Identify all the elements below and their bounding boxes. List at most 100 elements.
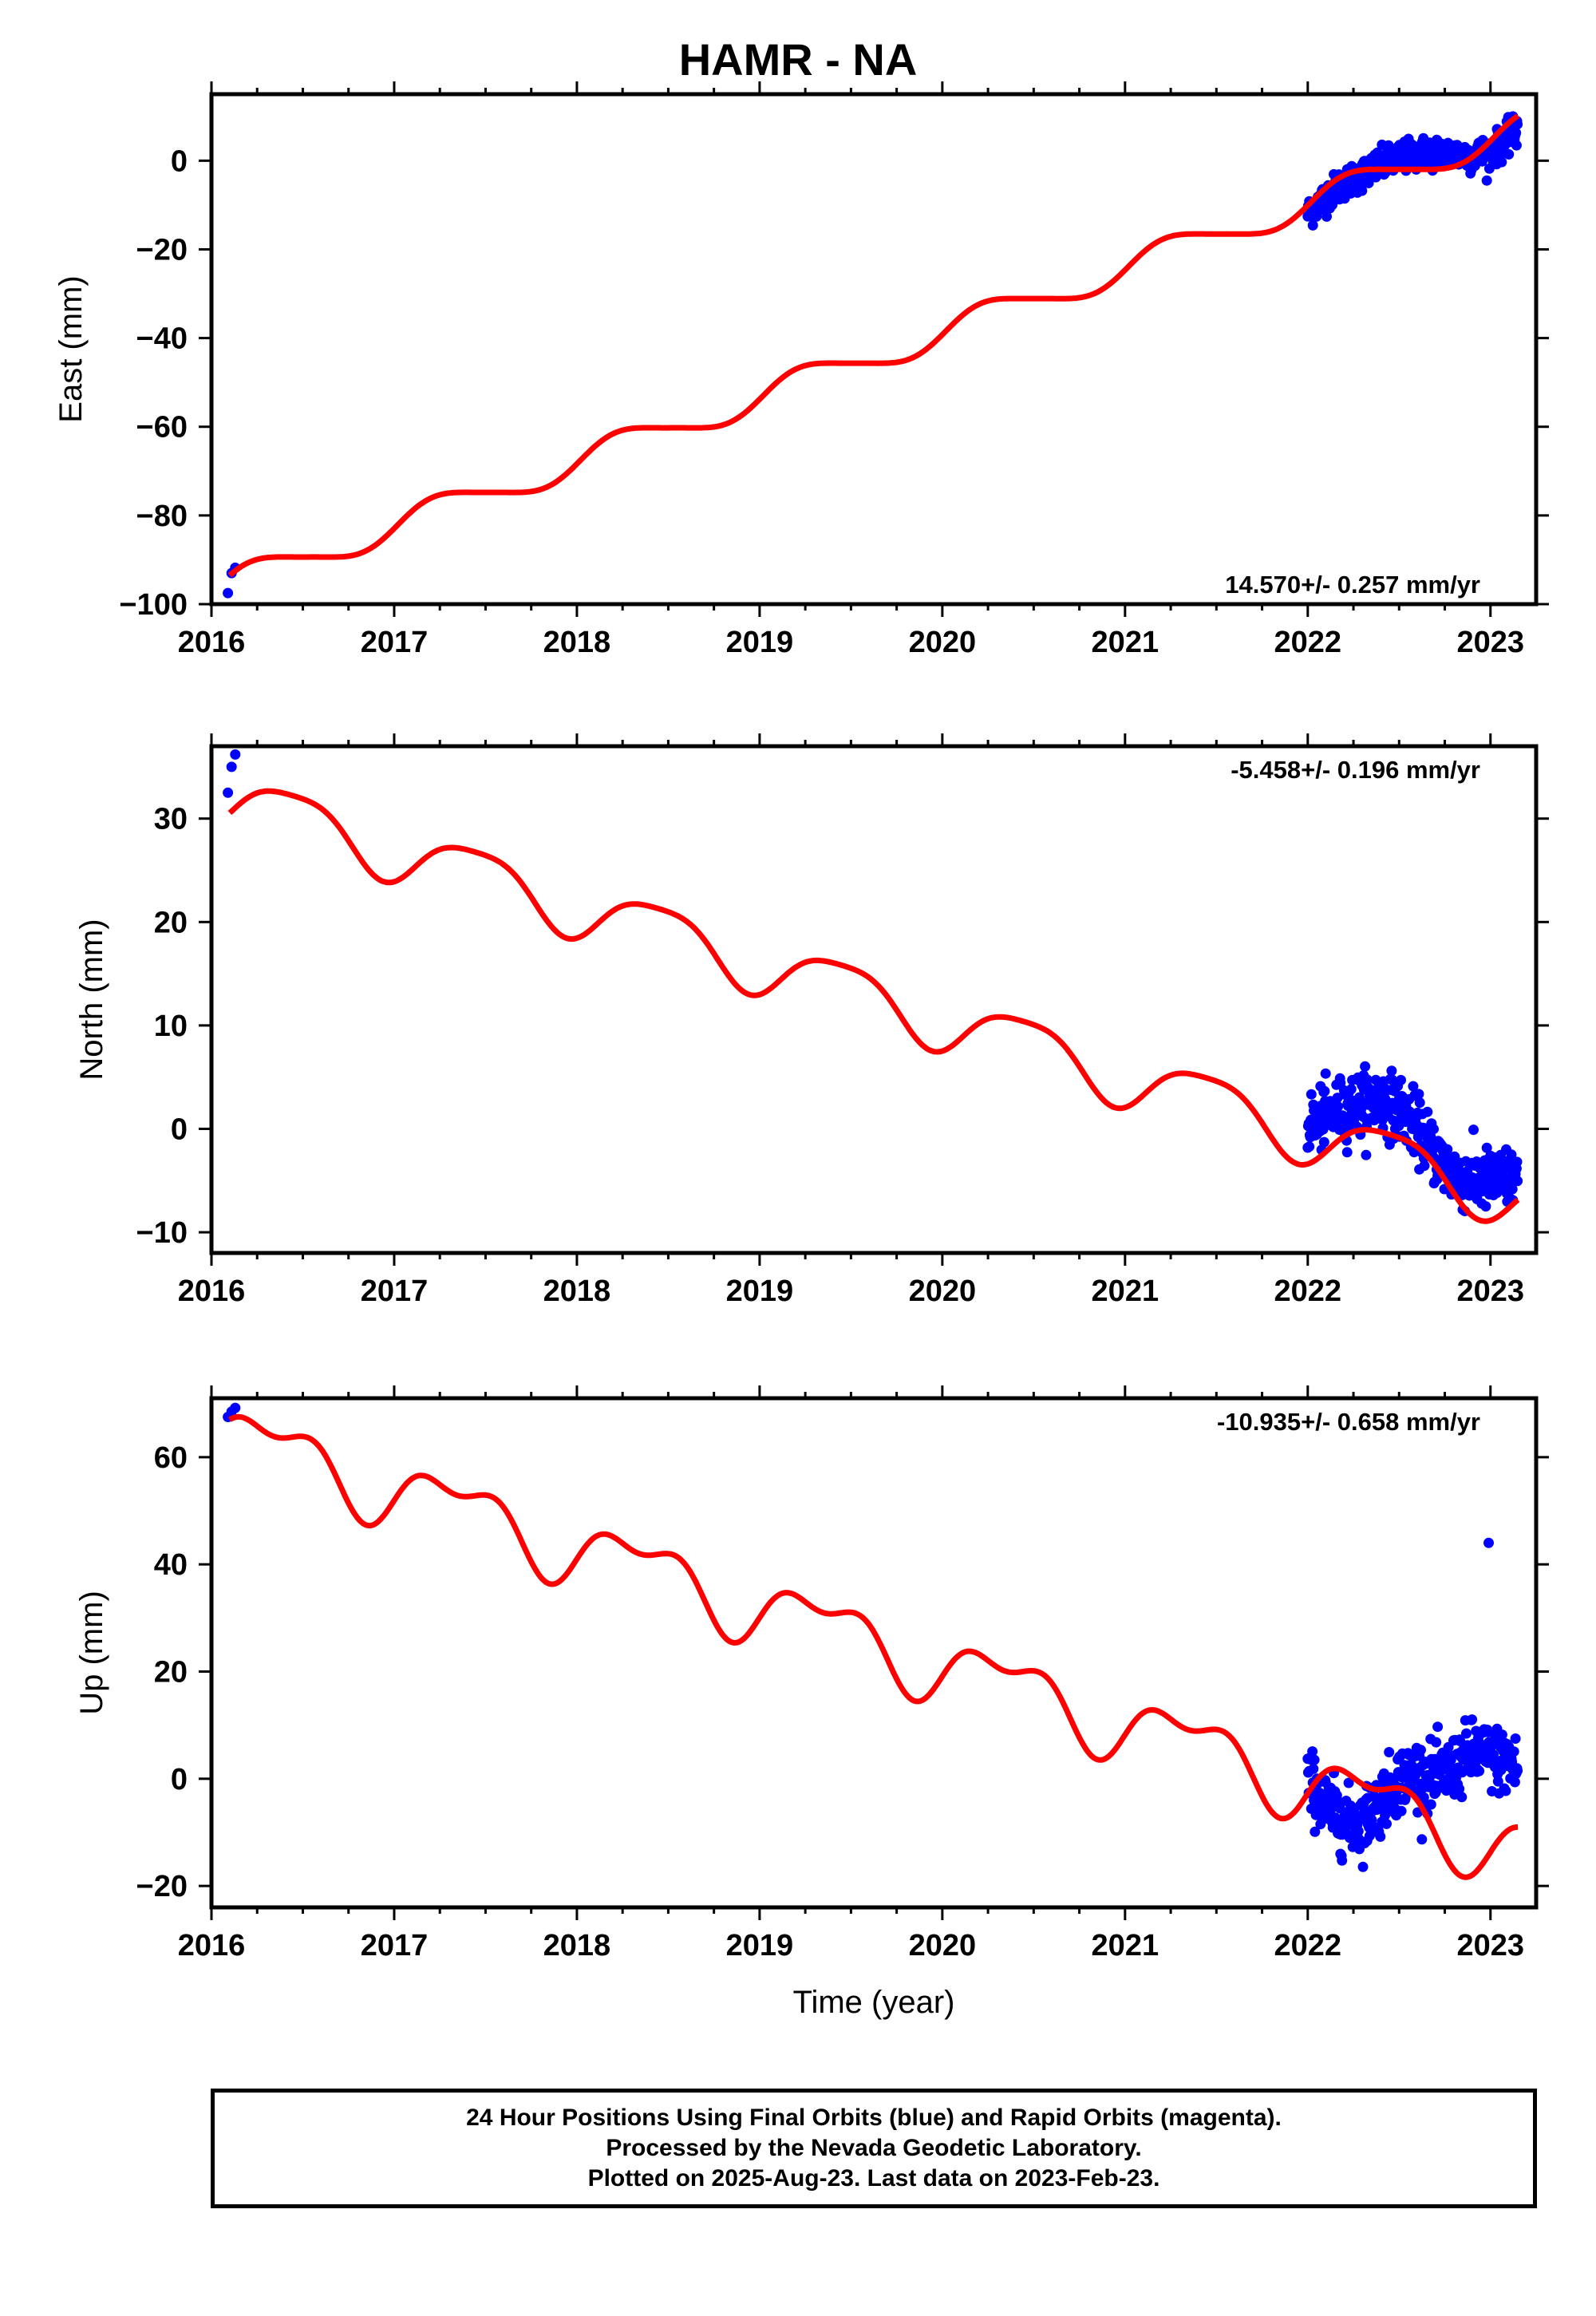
data-point [1496,1729,1507,1741]
data-point [1500,1785,1511,1796]
x-tick-label: 2020 [909,1275,977,1308]
x-tick-label: 2019 [726,1929,794,1962]
model-curve [228,1413,1519,1880]
data-point [1507,1184,1518,1195]
data-point [1386,1065,1397,1077]
x-tick-label: 2023 [1456,1275,1524,1308]
x-tick-label: 2017 [361,1929,429,1962]
data-point [1375,1831,1386,1842]
data-point [226,761,237,773]
data-point [1357,185,1368,196]
data-point [1480,1201,1491,1212]
data-points [223,1402,1523,1872]
y-axis-label: North (mm) [74,919,109,1080]
data-point [1467,1714,1478,1725]
footer-line-3: Plotted on 2025-Aug-23. Last data on 202… [587,2165,1160,2192]
data-point [1483,1726,1494,1737]
y-tick-label: 40 [154,1548,188,1582]
data-point [1345,1084,1357,1095]
data-point [1400,1792,1411,1804]
data-point [1396,1805,1407,1816]
x-tick-label: 2019 [726,626,794,659]
data-point [1319,1085,1330,1097]
y-tick-label: −100 [119,588,188,622]
data-point [1337,1855,1348,1866]
data-point [1461,1728,1472,1739]
plot-frame [209,744,1539,1255]
x-tick-label: 2018 [543,626,611,659]
data-point [1481,175,1492,186]
x-tick-label: 2023 [1456,626,1524,659]
data-point [1474,1765,1485,1777]
data-point [1413,1089,1424,1100]
y-tick-label: 20 [154,906,188,939]
data-point [1416,1834,1428,1845]
chart-panel-3: 2016 2017 2018 2019 2020 2021 2022 2023 60 40 20 0 −… [74,1385,1549,2020]
x-tick-label: 2022 [1274,1275,1342,1308]
data-point [1307,1746,1318,1757]
x-tick-label: 2017 [361,1275,429,1308]
data-point [1483,1537,1494,1548]
y-tick-label: 0 [171,1113,188,1146]
x-tick-label: 2021 [1092,1929,1159,1962]
data-point [1341,1147,1353,1158]
data-point [1310,1826,1321,1837]
rate-annotation: -5.458+/- 0.196 mm/yr [1231,756,1480,784]
x-tick-label: 2023 [1456,1929,1524,1962]
footer-box: 24 Hour Positions Using Final Orbits (bl… [211,2089,1537,2208]
y-tick-label: −40 [136,322,188,356]
data-point [1488,1749,1499,1761]
data-point [1510,1733,1521,1744]
data-point [1317,1124,1329,1135]
x-tick-label: 2018 [543,1275,611,1308]
data-point [223,787,234,798]
data-point [1512,1176,1523,1187]
data-point [1384,1747,1395,1757]
rate-annotation: -10.935+/- 0.658 mm/yr [1217,1408,1480,1436]
data-point [1512,1765,1523,1777]
data-point [1468,1124,1479,1136]
data-point [1361,1149,1372,1160]
x-tick-label: 2020 [909,626,977,659]
data-point [1481,1142,1492,1153]
y-axis-label: Up (mm) [74,1591,109,1715]
data-point [1363,177,1374,188]
data-point [1511,1156,1523,1168]
data-point [223,587,234,599]
data-point [1431,1737,1442,1748]
data-point [1511,140,1522,151]
x-axis-label: Time (year) [793,1985,955,2020]
data-point [1414,1097,1425,1109]
data-point [1381,1818,1392,1829]
x-tick-label: 2022 [1274,1929,1342,1962]
y-tick-label: −10 [136,1216,188,1250]
data-point [1428,1124,1439,1135]
x-tick-label: 2022 [1274,626,1342,659]
y-tick-label: 30 [154,803,188,836]
data-point [1425,1799,1436,1810]
chart-panel-1: 2016 2017 2018 2019 2020 2021 2022 2023 0 −20 −40 −… [53,81,1549,659]
data-point [1333,1101,1344,1112]
data-point [1416,1745,1426,1756]
data-point [1441,1785,1452,1796]
data-point [1496,156,1507,168]
data-point [1492,1776,1503,1787]
data-point [1381,1807,1392,1818]
charts-canvas: 2016 2017 2018 2019 2020 2021 2022 20230−20−40−… [53,81,1549,2020]
data-point [1442,1144,1453,1155]
x-tick-label: 2016 [178,1929,246,1962]
data-point [230,749,241,760]
data-point [1360,1061,1371,1072]
chart-panel-2: 2016 2017 2018 2019 2020 2021 2022 2023 30 20 10 0 −… [74,733,1549,1308]
data-point [1418,1792,1429,1803]
data-point [1508,1746,1519,1757]
y-tick-label: −80 [136,500,188,533]
y-tick-label: 10 [154,1010,188,1043]
data-point [1306,1089,1317,1100]
footer-line-1: 24 Hour Positions Using Final Orbits (bl… [466,2105,1282,2131]
data-point [1506,1149,1517,1160]
data-point [1408,1081,1419,1092]
plot-frame [209,92,1539,607]
model-curve [227,788,1520,1224]
